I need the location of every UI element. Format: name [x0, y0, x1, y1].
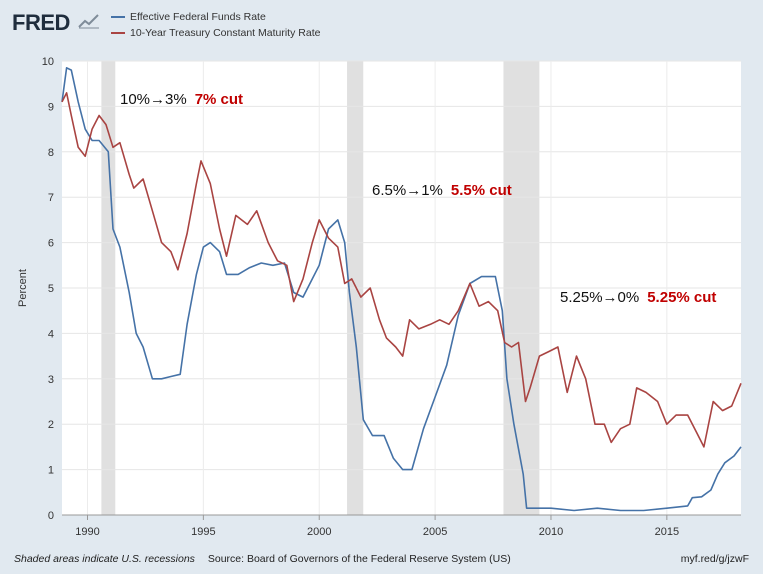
- y-tick-label: 2: [48, 419, 54, 431]
- annotation-2001-range: 6.5%→1%: [372, 182, 443, 199]
- legend-swatch-fedfunds: [111, 16, 125, 18]
- source-text: Source: Board of Governors of the Federa…: [207, 553, 511, 565]
- legend-label-treasury: 10-Year Treasury Constant Maturity Rate: [130, 27, 321, 39]
- x-tick-label: 1990: [75, 526, 99, 538]
- annotation-1990-amount: 7% cut: [194, 91, 244, 108]
- legend-swatch-treasury: [111, 32, 125, 34]
- legend: Effective Federal Funds Rate 10-Year Tre…: [111, 9, 320, 41]
- x-tick-label: 2000: [307, 526, 331, 538]
- y-tick-label: 1: [48, 465, 54, 477]
- y-tick-label: 8: [48, 147, 54, 159]
- y-tick-label: 7: [48, 192, 54, 204]
- y-tick-label: 4: [48, 328, 54, 340]
- legend-item-fedfunds[interactable]: Effective Federal Funds Rate: [111, 9, 320, 25]
- line-chart-icon: [78, 14, 99, 29]
- annotation-2001-cut: 6.5%→1% 5.5% cut: [372, 182, 512, 199]
- y-axis-label: Percent: [17, 269, 29, 307]
- y-tick-label: 6: [48, 238, 54, 250]
- fred-logo[interactable]: FRED: [12, 10, 70, 35]
- short-link[interactable]: myf.red/g/jzwF: [680, 553, 749, 565]
- legend-item-treasury[interactable]: 10-Year Treasury Constant Maturity Rate: [111, 25, 320, 41]
- recession-note: Shaded areas indicate U.S. recessions: [14, 553, 195, 565]
- x-tick-label: 2010: [539, 526, 563, 538]
- x-tick-label: 1995: [191, 526, 215, 538]
- x-tick-label: 2005: [423, 526, 447, 538]
- annotation-1990-cut: 10%→3% 7% cut: [120, 91, 243, 108]
- annotation-2008-amount: 5.25% cut: [647, 289, 717, 306]
- annotation-1990-range: 10%→3%: [120, 91, 187, 108]
- series-line-0: [61, 67, 742, 512]
- x-tick-label: 2015: [655, 526, 679, 538]
- y-tick-label: 5: [48, 283, 54, 295]
- y-tick-label: 0: [48, 510, 54, 522]
- footer: Shaded areas indicate U.S. recessions So…: [14, 553, 511, 565]
- y-tick-label: 10: [42, 56, 54, 68]
- annotation-2008-range: 5.25%→0%: [560, 289, 640, 306]
- legend-label-fedfunds: Effective Federal Funds Rate: [130, 11, 266, 23]
- annotation-2008-cut: 5.25%→0% 5.25% cut: [560, 289, 716, 306]
- y-tick-label: 9: [48, 101, 54, 113]
- y-tick-label: 3: [48, 374, 54, 386]
- annotation-2001-amount: 5.5% cut: [450, 182, 512, 199]
- series-line-1: [61, 92, 742, 448]
